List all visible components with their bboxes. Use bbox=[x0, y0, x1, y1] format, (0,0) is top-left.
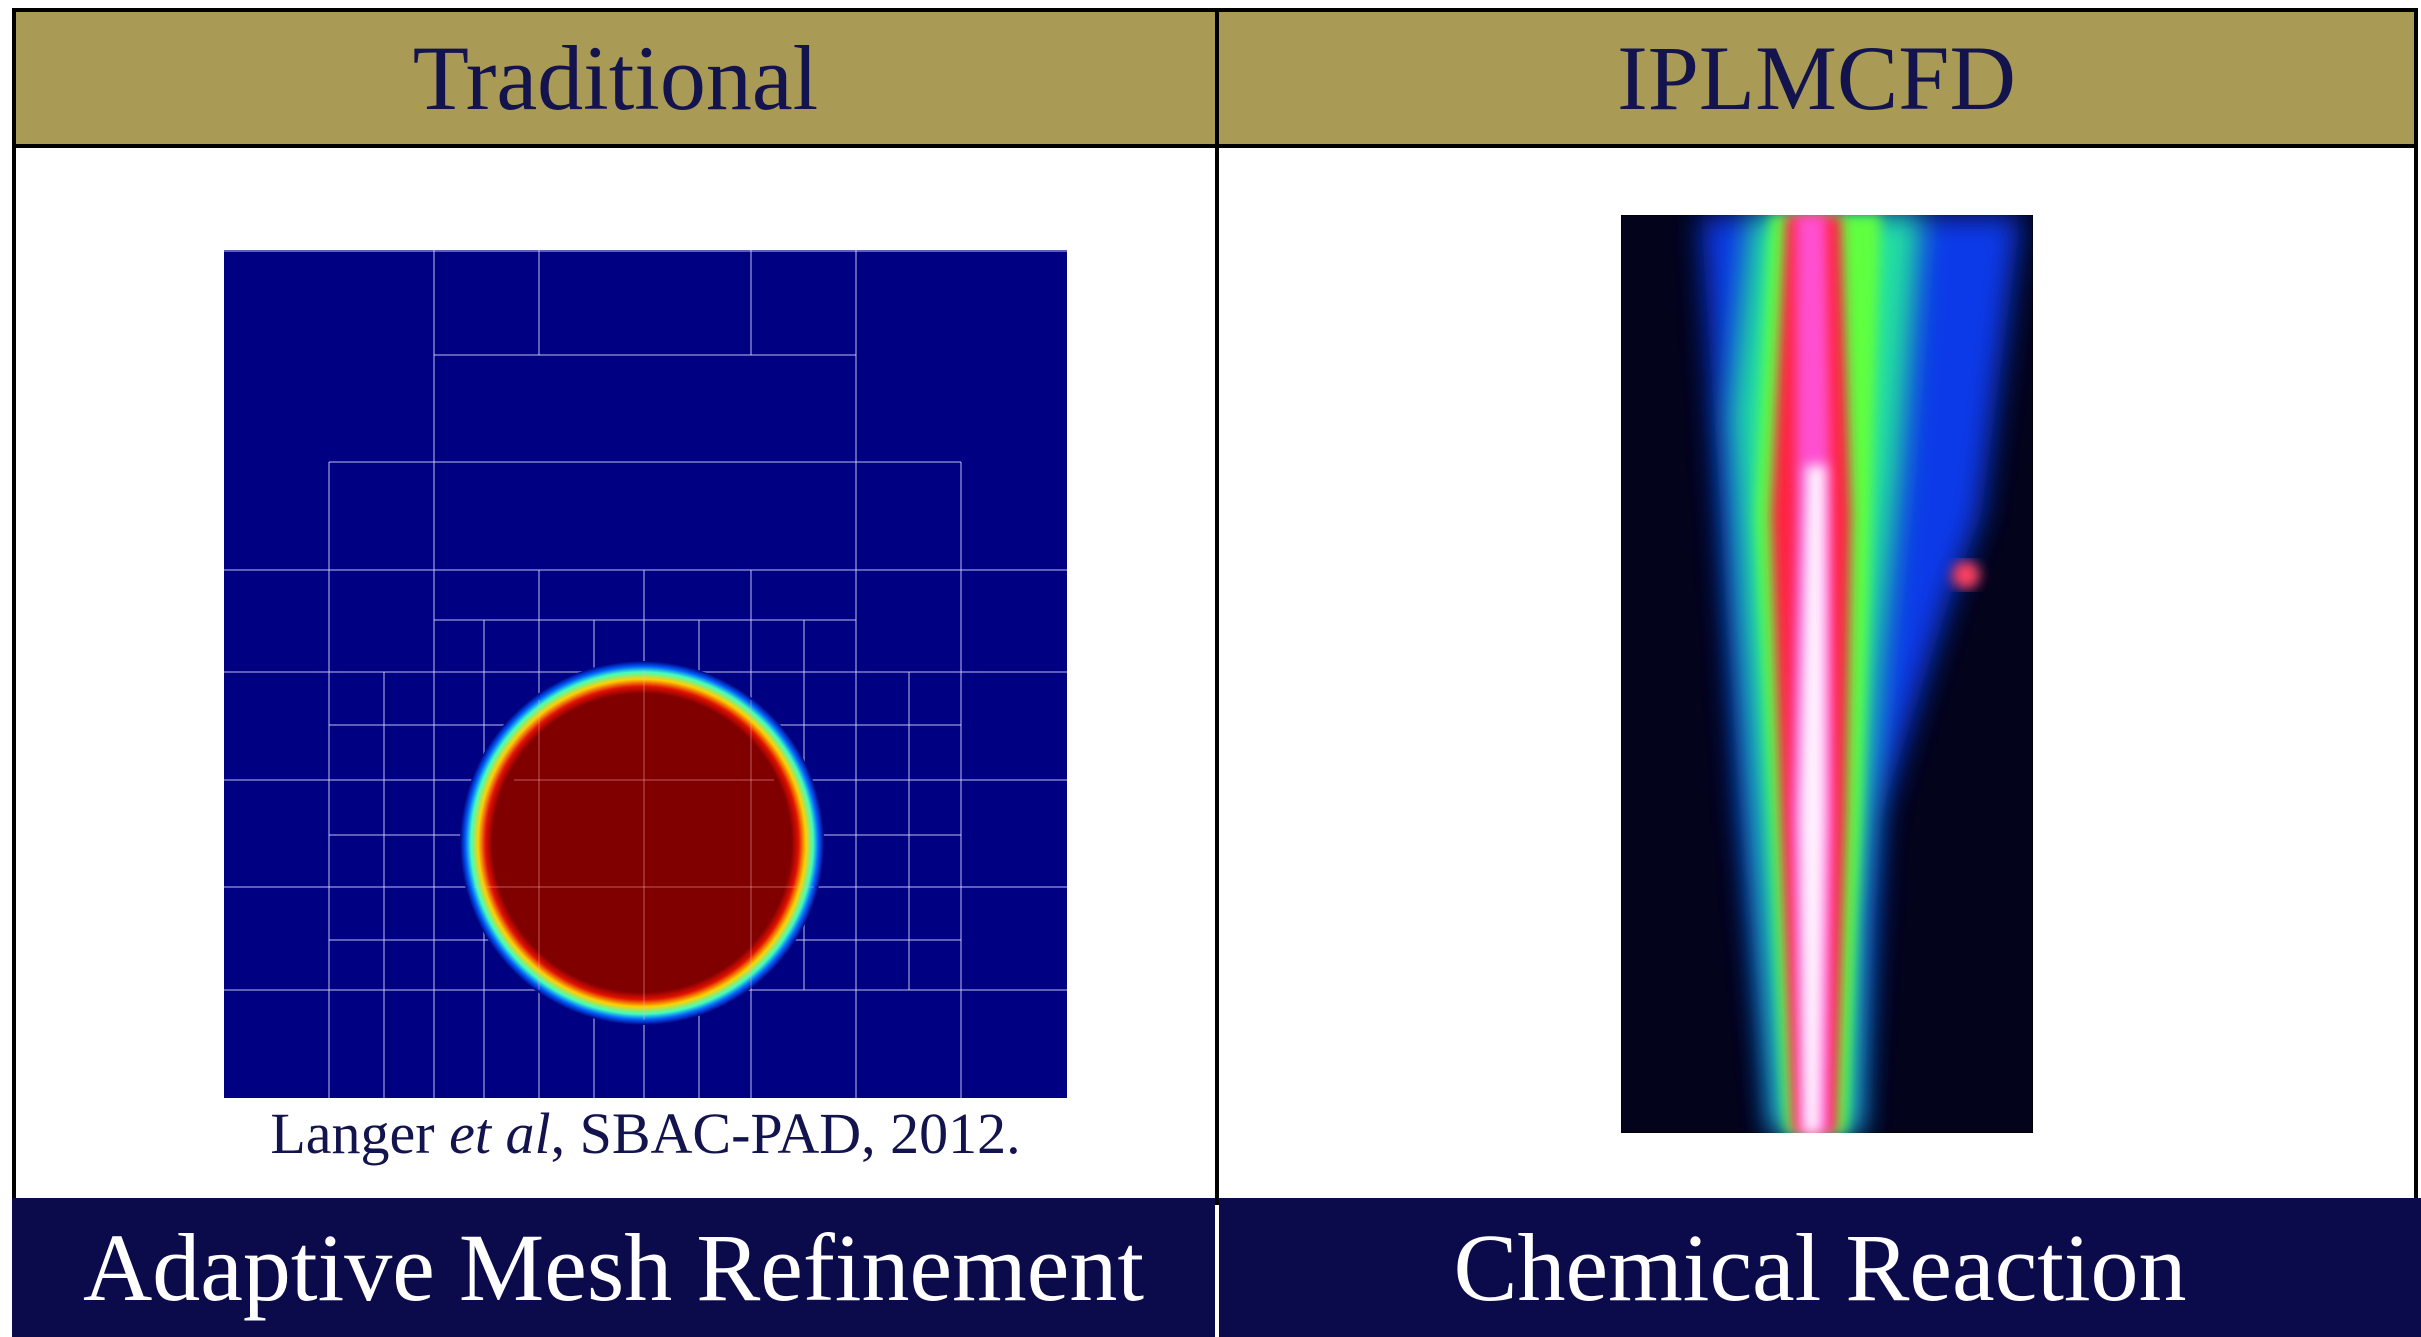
caption-text: Langer bbox=[270, 1101, 449, 1166]
column-divider bbox=[1215, 8, 1219, 1337]
slide: Traditional IPLMCFD bbox=[0, 0, 2421, 1337]
image-caption: Langer et al, SBAC-PAD, 2012. bbox=[224, 1100, 1067, 1167]
column-footer: Adaptive Mesh Refinement bbox=[12, 1198, 1215, 1337]
flame-image bbox=[1621, 215, 2033, 1133]
column-footer: Chemical Reaction bbox=[1219, 1198, 2421, 1337]
caption-text: , SBAC-PAD, 2012. bbox=[551, 1101, 1021, 1166]
amr-image bbox=[224, 250, 1067, 1098]
caption-text: et al bbox=[449, 1101, 550, 1166]
footer-divider bbox=[1215, 1205, 1219, 1337]
column-header: Traditional bbox=[12, 8, 1219, 148]
column-header: IPLMCFD bbox=[1215, 8, 2418, 148]
